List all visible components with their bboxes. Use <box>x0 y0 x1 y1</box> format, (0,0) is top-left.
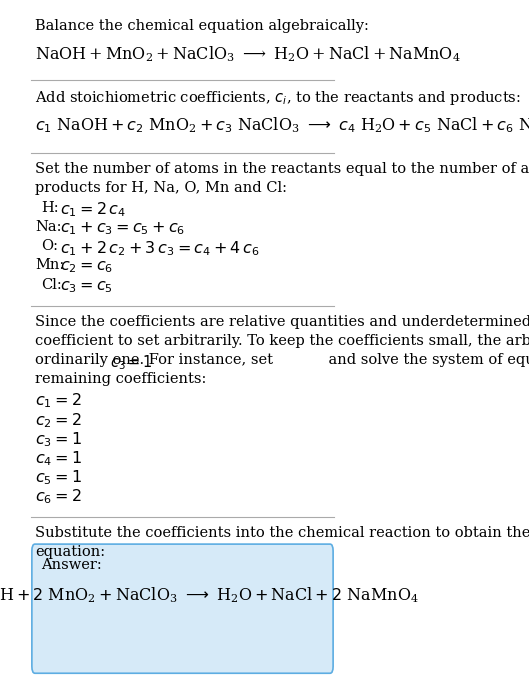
Text: Balance the chemical equation algebraically:: Balance the chemical equation algebraica… <box>35 19 369 33</box>
Text: $c_4 = 1$: $c_4 = 1$ <box>35 449 81 468</box>
Text: Cl:: Cl: <box>42 278 62 291</box>
Text: $c_2 = c_6$: $c_2 = c_6$ <box>60 258 113 275</box>
Text: $c_3 = c_5$: $c_3 = c_5$ <box>60 278 113 295</box>
Text: $c_1\ \mathregular{NaOH} + c_2\ \mathregular{MnO_2} + c_3\ \mathregular{NaClO_3}: $c_1\ \mathregular{NaOH} + c_2\ \mathreg… <box>35 115 529 135</box>
Text: $c_6 = 2$: $c_6 = 2$ <box>35 488 81 506</box>
Text: $c_5 = 1$: $c_5 = 1$ <box>35 469 81 487</box>
Text: $c_1 + c_3 = c_5 + c_6$: $c_1 + c_3 = c_5 + c_6$ <box>60 220 185 237</box>
Text: Set the number of atoms in the reactants equal to the number of atoms in the: Set the number of atoms in the reactants… <box>35 162 529 176</box>
FancyBboxPatch shape <box>32 544 333 673</box>
Text: remaining coefficients:: remaining coefficients: <box>35 372 206 386</box>
Text: $c_1 = 2$: $c_1 = 2$ <box>35 392 81 410</box>
Text: Mn:: Mn: <box>35 258 64 272</box>
Text: $c_3 = 1$: $c_3 = 1$ <box>110 353 153 372</box>
Text: ordinarily one. For instance, set            and solve the system of equations f: ordinarily one. For instance, set and so… <box>35 353 529 367</box>
Text: Na:: Na: <box>35 220 61 234</box>
Text: coefficient to set arbitrarily. To keep the coefficients small, the arbitrary va: coefficient to set arbitrarily. To keep … <box>35 334 529 348</box>
Text: $2\ \mathregular{NaOH} + 2\ \mathregular{MnO_2} + \mathregular{NaClO_3} \ \longr: $2\ \mathregular{NaOH} + 2\ \mathregular… <box>0 585 418 605</box>
Text: Substitute the coefficients into the chemical reaction to obtain the balanced: Substitute the coefficients into the che… <box>35 526 529 539</box>
Text: Since the coefficients are relative quantities and underdetermined, choose a: Since the coefficients are relative quan… <box>35 315 529 328</box>
Text: $c_1 = 2\,c_4$: $c_1 = 2\,c_4$ <box>60 201 126 219</box>
Text: $c_1 + 2\,c_2 + 3\,c_3 = c_4 + 4\,c_6$: $c_1 + 2\,c_2 + 3\,c_3 = c_4 + 4\,c_6$ <box>60 239 259 258</box>
Text: H:: H: <box>42 201 59 214</box>
Text: Add stoichiometric coefficients, $c_i$, to the reactants and products:: Add stoichiometric coefficients, $c_i$, … <box>35 89 521 107</box>
Text: Answer:: Answer: <box>42 558 102 572</box>
Text: $c_2 = 2$: $c_2 = 2$ <box>35 411 81 429</box>
Text: $c_3 = 1$: $c_3 = 1$ <box>35 430 81 449</box>
Text: O:: O: <box>42 239 59 253</box>
Text: equation:: equation: <box>35 545 105 559</box>
Text: $\mathregular{NaOH + MnO_2 + NaClO_3 \ \longrightarrow \ H_2O + NaCl + NaMnO_4}$: $\mathregular{NaOH + MnO_2 + NaClO_3 \ \… <box>35 45 461 65</box>
Text: products for H, Na, O, Mn and Cl:: products for H, Na, O, Mn and Cl: <box>35 181 287 195</box>
